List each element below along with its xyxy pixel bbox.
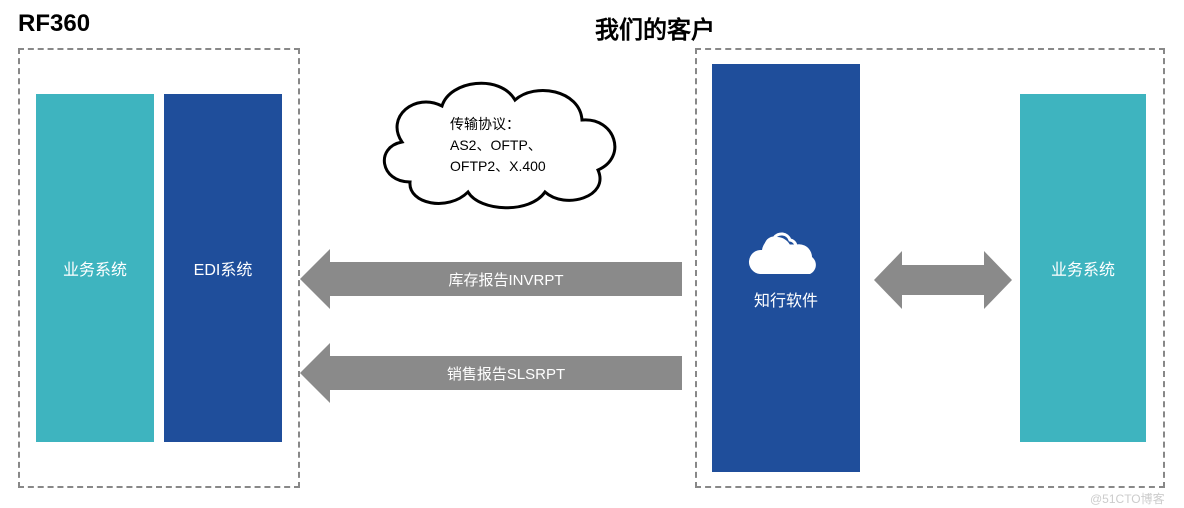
arrow-bar: 库存报告INVRPT (330, 262, 682, 296)
watermark: @51CTO博客 (1090, 490, 1165, 507)
block-label: 业务系统 (1051, 256, 1115, 280)
block-right-business-system: 业务系统 (1020, 94, 1146, 442)
cloud-line-1: 传输协议： (450, 114, 546, 135)
heading-right: 我们的客户 (595, 10, 715, 45)
arrow-slsrpt: 销售报告SLSRPT (300, 343, 682, 403)
arrow-head-right-icon (984, 251, 1012, 309)
block-label: 知行软件 (754, 287, 818, 311)
cloud-line-2: AS2、OFTP、 (450, 135, 546, 156)
arrow-label: 库存报告INVRPT (448, 269, 563, 290)
cloud-line-3: OFTP2、X.400 (450, 156, 546, 177)
arrow-bidirectional (874, 251, 1012, 309)
arrow-head-icon (300, 343, 330, 403)
block-left-edi-system: EDI系统 (164, 94, 282, 442)
block-left-business-system: 业务系统 (36, 94, 154, 442)
block-label: EDI系统 (194, 256, 253, 280)
arrow-head-left-icon (874, 251, 902, 309)
arrow-label: 销售报告SLSRPT (447, 363, 565, 384)
block-right-zhixing: 知行软件 (712, 64, 860, 472)
cloud-text: 传输协议： AS2、OFTP、 OFTP2、X.400 (450, 114, 546, 177)
block-label: 业务系统 (63, 256, 127, 280)
arrow-head-icon (300, 249, 330, 309)
cloud-logo-icon (746, 226, 826, 281)
arrow-bar (902, 265, 984, 295)
heading-left: RF360 (18, 10, 90, 38)
arrow-invrpt: 库存报告INVRPT (300, 249, 682, 309)
cloud-protocols: 传输协议： AS2、OFTP、 OFTP2、X.400 (370, 72, 630, 212)
arrow-bar: 销售报告SLSRPT (330, 356, 682, 390)
